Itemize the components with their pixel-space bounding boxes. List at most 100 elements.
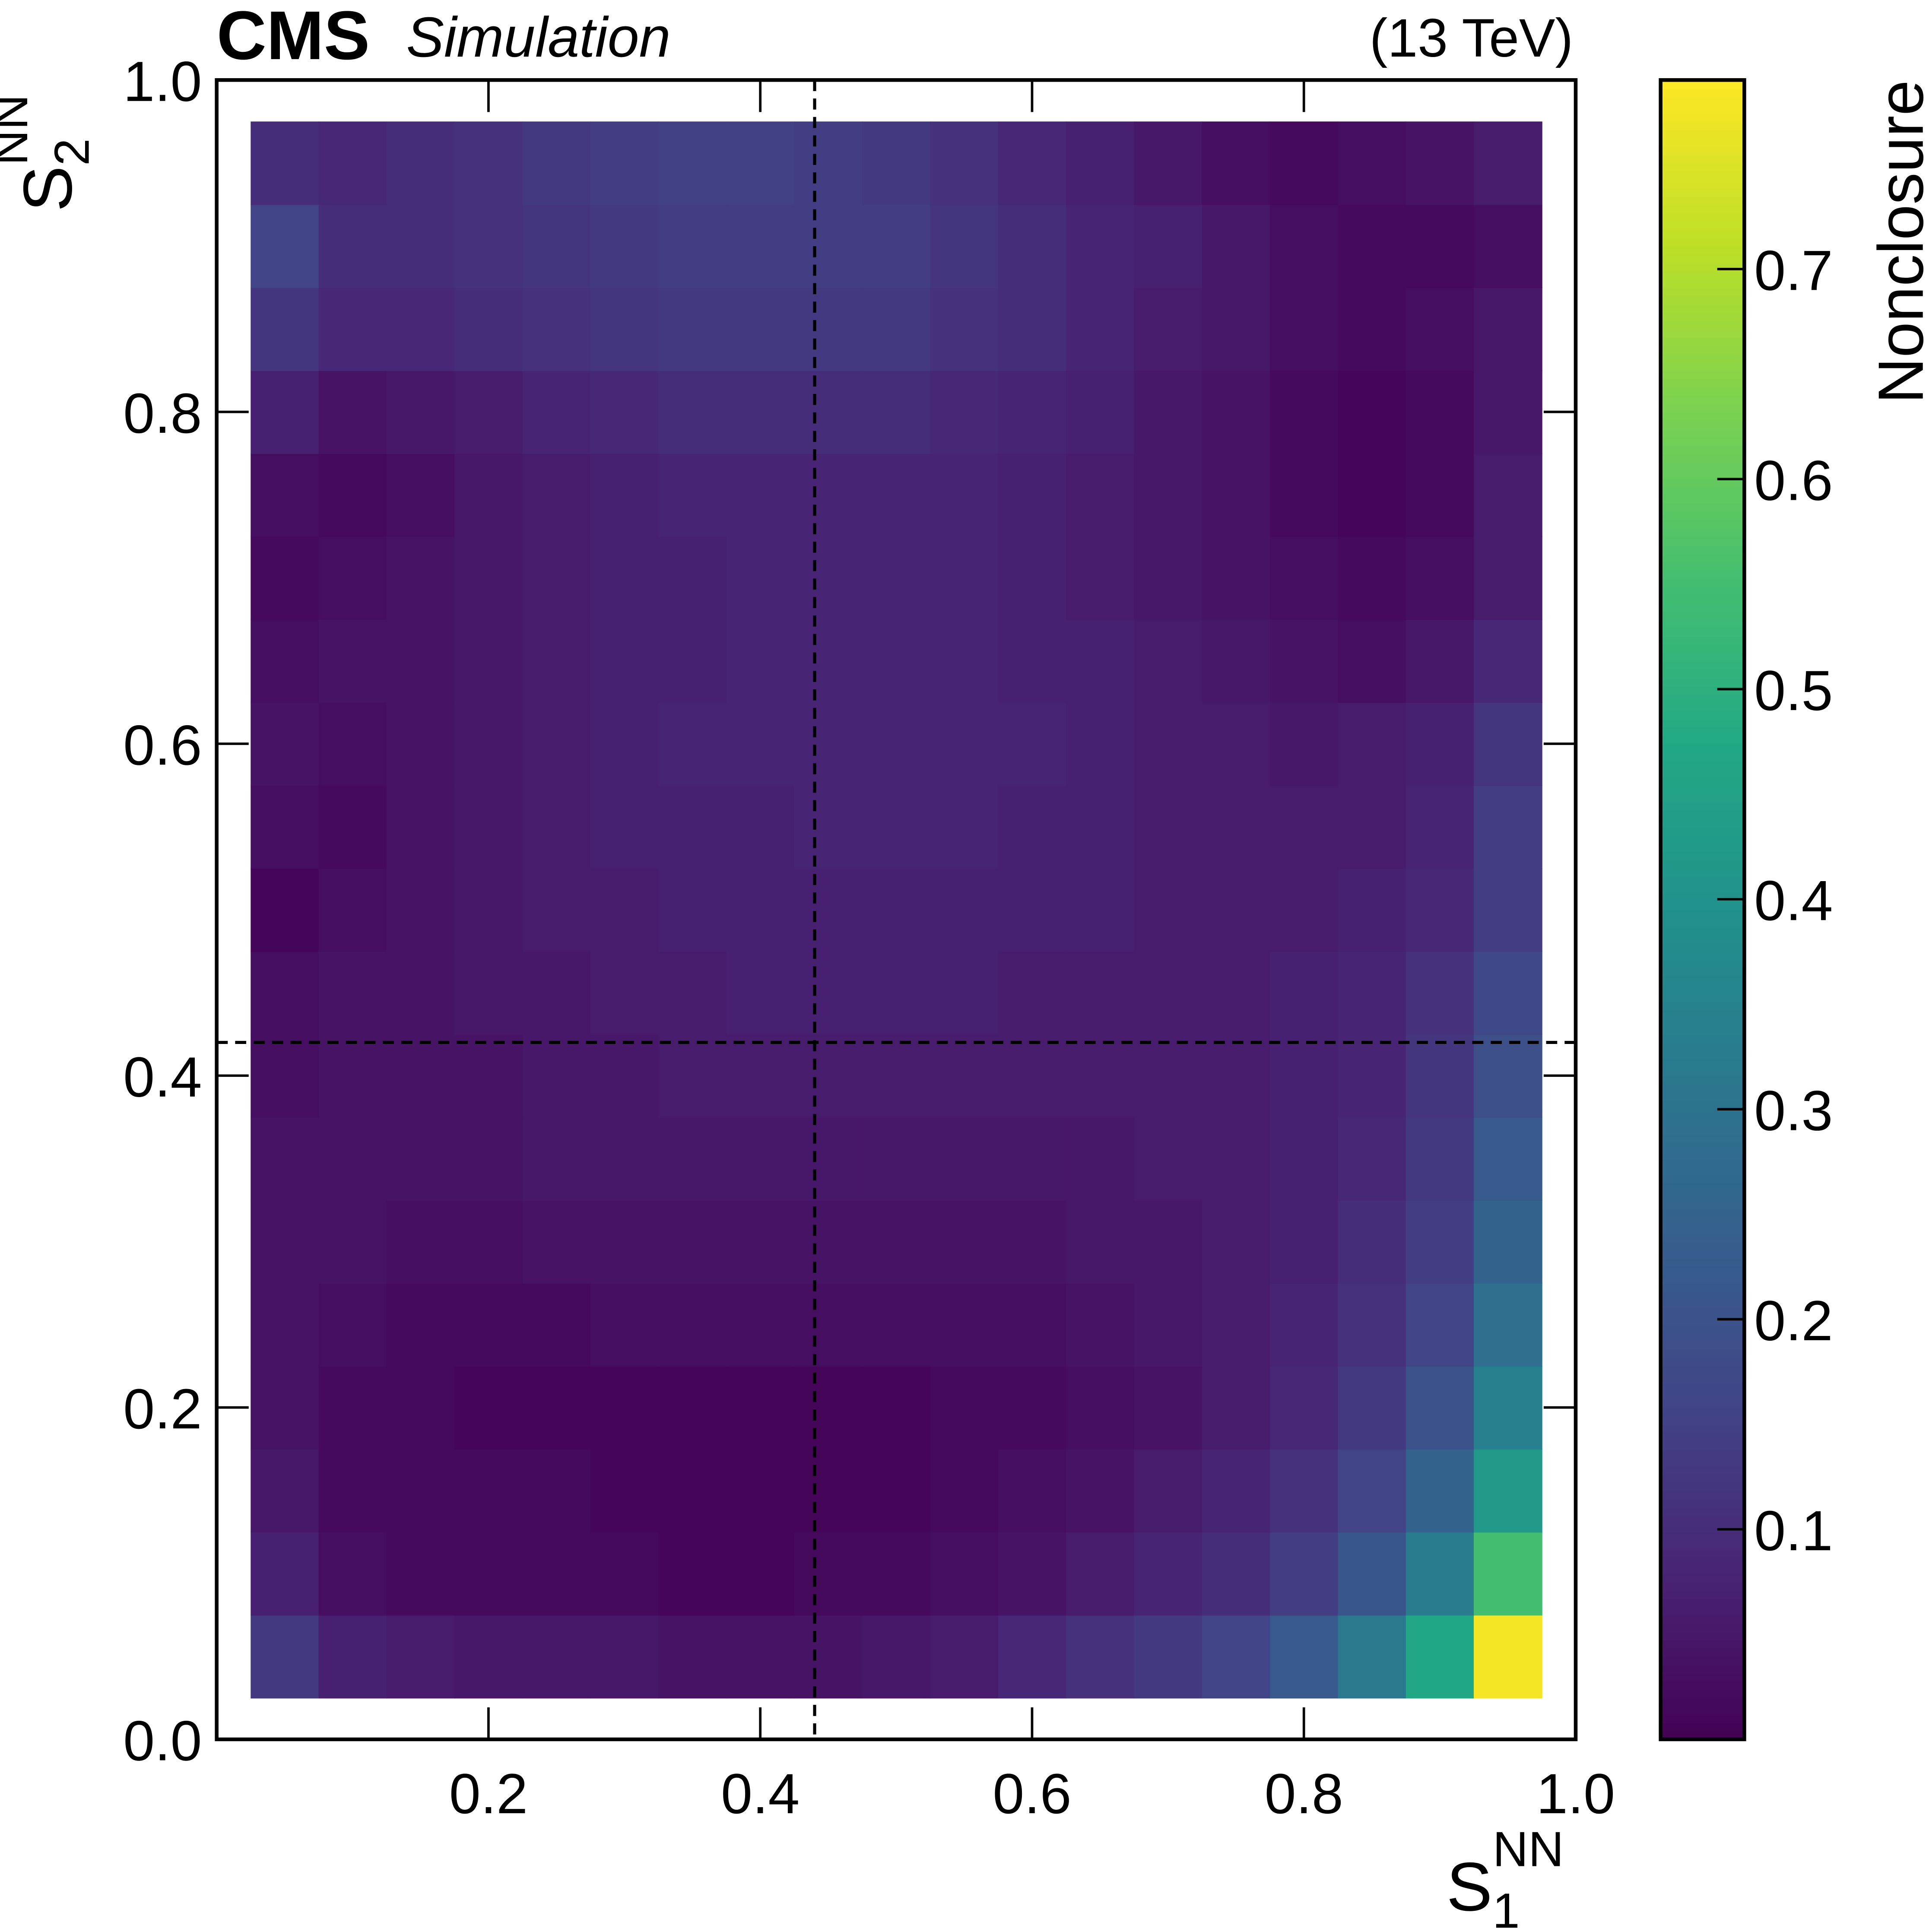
colorbar-gradient	[1660, 461, 1745, 471]
heatmap-cell	[1474, 121, 1542, 205]
heatmap-cell	[1066, 204, 1135, 288]
heatmap-cell	[1338, 1034, 1407, 1118]
heatmap-cell	[998, 1283, 1067, 1367]
colorbar-gradient	[1660, 105, 1745, 114]
heatmap-cell	[454, 287, 523, 371]
heatmap-cell	[1066, 370, 1135, 454]
colorbar-gradient	[1660, 1150, 1745, 1160]
heatmap-cell	[1270, 453, 1339, 537]
heatmap-cell	[1134, 868, 1203, 952]
colorbar-gradient	[1660, 652, 1745, 662]
colorbar-tick-label: 0.2	[1754, 1289, 1833, 1352]
heatmap-cell	[658, 453, 727, 537]
colorbar-gradient	[1660, 561, 1745, 571]
colorbar-gradient	[1660, 636, 1745, 645]
heatmap-cell	[794, 1117, 863, 1201]
heatmap-cell	[862, 1366, 931, 1450]
colorbar-gradient	[1660, 694, 1745, 703]
colorbar-gradient	[1660, 760, 1745, 770]
heatmap-cell	[318, 785, 387, 869]
heatmap-cell	[930, 1366, 999, 1450]
heatmap-cell	[998, 1615, 1067, 1699]
heatmap-cell	[726, 951, 795, 1035]
heatmap-cell	[1202, 370, 1271, 454]
colorbar-gradient	[1660, 644, 1745, 654]
colorbar-gradient	[1660, 1075, 1745, 1085]
heatmap-cell	[522, 785, 591, 869]
heatmap-cell	[1406, 1034, 1475, 1118]
heatmap-cell	[1406, 453, 1475, 537]
heatmap-cell	[930, 1532, 999, 1616]
colorbar-gradient	[1660, 1482, 1745, 1491]
heatmap-cell	[1338, 1615, 1407, 1699]
colorbar-gradient	[1660, 1100, 1745, 1110]
colorbar-gradient	[1660, 238, 1745, 247]
heatmap-cell	[1406, 121, 1475, 205]
colorbar-gradient	[1660, 818, 1745, 828]
heatmap-cell	[454, 121, 523, 205]
colorbar-gradient	[1660, 984, 1745, 993]
colorbar-gradient	[1660, 1623, 1745, 1632]
energy-label: (13 TeV)	[1370, 7, 1574, 68]
heatmap-cell	[794, 1532, 863, 1616]
heatmap-cell	[1066, 1283, 1135, 1367]
heatmap-cell	[930, 204, 999, 288]
colorbar-gradient	[1660, 1631, 1745, 1641]
heatmap-cell	[1202, 1283, 1271, 1367]
colorbar-gradient	[1660, 520, 1745, 529]
colorbar-gradient	[1660, 130, 1745, 139]
colorbar-gradient	[1660, 1233, 1745, 1243]
colorbar-gradient	[1660, 453, 1745, 463]
heatmap-cell	[794, 370, 863, 454]
y-axis-label: S2NN	[0, 94, 99, 212]
heatmap-cell	[998, 1532, 1067, 1616]
colorbar-gradient	[1660, 1424, 1745, 1433]
heatmap-cell	[1338, 370, 1407, 454]
colorbar-gradient	[1660, 437, 1745, 446]
heatmap-cell	[1270, 1117, 1339, 1201]
heatmap-cell	[1474, 785, 1542, 869]
heatmap-cell	[318, 1366, 387, 1450]
heatmap-cell	[726, 1449, 795, 1533]
heatmap-cell	[1134, 619, 1203, 703]
colorbar-gradient	[1660, 1507, 1745, 1516]
heatmap-cell	[1406, 536, 1475, 620]
heatmap-cell	[590, 702, 659, 786]
heatmap-cell	[386, 1449, 455, 1533]
heatmap-cell	[1134, 536, 1203, 620]
heatmap-cell	[251, 536, 320, 620]
heatmap-cell	[1406, 868, 1475, 952]
heatmap-cell	[862, 204, 931, 288]
heatmap-cell	[862, 868, 931, 952]
colorbar-tick-label: 0.3	[1754, 1079, 1833, 1142]
colorbar-gradient	[1660, 802, 1745, 811]
colorbar-gradient	[1660, 660, 1745, 670]
heatmap-cell	[590, 1034, 659, 1118]
colorbar-gradient	[1660, 1067, 1745, 1076]
heatmap-cell	[1134, 1449, 1203, 1533]
heatmap-cell	[794, 1034, 863, 1118]
colorbar-gradient	[1660, 155, 1745, 164]
heatmap-cell	[1474, 453, 1542, 537]
colorbar-gradient	[1660, 1133, 1745, 1143]
heatmap-cell	[1406, 619, 1475, 703]
heatmap-cell	[998, 370, 1067, 454]
colorbar-gradient	[1660, 486, 1745, 496]
heatmap-cell	[1338, 453, 1407, 537]
heatmap-cell	[318, 1200, 387, 1284]
colorbar-gradient	[1660, 777, 1745, 786]
heatmap-cell	[930, 1283, 999, 1367]
heatmap-cell	[590, 1449, 659, 1533]
heatmap-cell	[1270, 951, 1339, 1035]
colorbar-gradient	[1660, 1573, 1745, 1583]
heatmap-cell	[1066, 1449, 1135, 1533]
colorbar-gradient	[1660, 628, 1745, 637]
heatmap-cell	[386, 1615, 455, 1699]
heatmap-cell	[522, 121, 591, 205]
heatmap-cell	[386, 1200, 455, 1284]
colorbar-gradient	[1660, 362, 1745, 371]
heatmap-cell	[1406, 370, 1475, 454]
heatmap-cell	[1270, 785, 1339, 869]
colorbar-gradient	[1660, 387, 1745, 396]
colorbar-gradient	[1660, 702, 1745, 711]
